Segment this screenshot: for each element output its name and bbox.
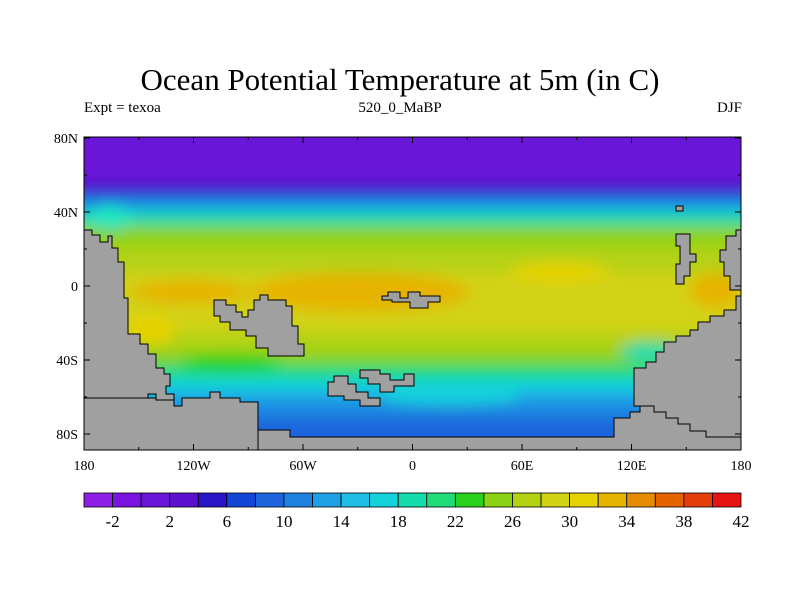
colorbar-label: 30 [561,512,578,531]
colorbar-swatch [512,492,542,508]
colorbar-label: 42 [733,512,750,531]
colorbar-swatch [626,492,656,508]
x-tick-label: 180 [731,459,752,474]
colorbar-swatch [397,492,428,508]
map-title: Ocean Potential Temperature at 5m (in C) [140,62,660,97]
colorbar-label: 18 [390,512,407,531]
season-label: DJF [716,100,742,116]
colorbar-label: 14 [333,512,351,531]
colorbar-swatch [254,492,285,508]
colorbar-swatch [140,492,171,508]
x-tick-label: 0 [409,459,416,474]
colorbar: -2 2 6 10 14 18 22 26 30 34 38 42 [83,492,750,531]
x-tick-label: 120E [617,459,647,474]
colorbar-label: 2 [165,512,174,531]
x-tick-label: 180 [74,459,95,474]
x-tick-label: 60W [289,459,317,474]
colorbar-swatch [569,492,599,508]
colorbar-swatch [683,492,713,508]
colorbar-swatch [112,492,142,508]
colorbar-swatch [483,492,513,508]
colorbar-swatch [597,492,628,508]
colorbar-label: 26 [504,512,521,531]
y-tick-label: 80N [54,132,78,147]
colorbar-swatch [454,492,485,508]
colorbar-label: 6 [223,512,232,531]
colorbar-swatch [169,492,199,508]
colorbar-swatch [83,492,113,508]
colorbar-swatch [369,492,399,508]
y-tick-label: 40N [54,206,78,221]
colorbar-label: 10 [275,512,292,531]
colorbar-label: 34 [618,512,636,531]
colorbar-swatch [654,492,685,508]
colorbar-swatch [540,492,571,508]
colorbar-swatch [197,492,228,508]
colorbar-swatch [340,492,371,508]
colorbar-label: 22 [447,512,464,531]
colorbar-swatch [312,492,342,508]
land-mask [83,205,742,451]
colorbar-swatch [712,492,742,508]
x-tick-label: 60E [511,459,534,474]
x-tick-label: 120W [176,459,211,474]
y-tick-label: 40S [56,354,78,369]
y-tick-label: 0 [71,280,78,295]
time-label: 520_0_MaBP [358,100,442,116]
colorbar-swatch [226,492,256,508]
experiment-label: Expt = texoa [84,100,161,116]
colorbar-swatch [426,492,456,508]
colorbar-label: 38 [675,512,692,531]
y-tick-label: 80S [56,428,78,443]
colorbar-swatch [283,492,313,508]
colorbar-label: -2 [105,512,119,531]
